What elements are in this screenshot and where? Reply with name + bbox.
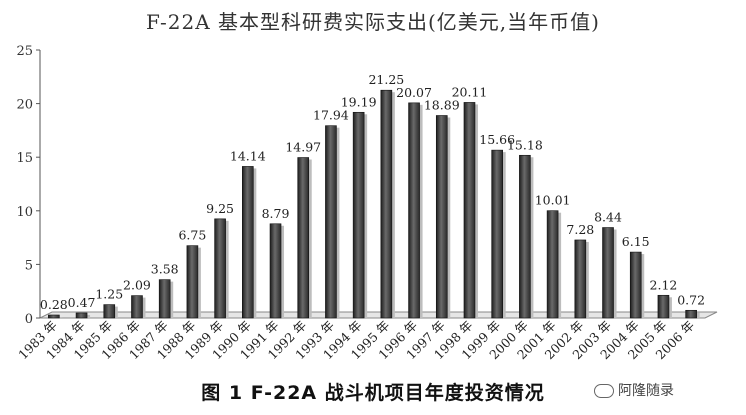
y-tick-label: 10: [16, 205, 33, 220]
figure-caption: 图 1 F-22A 战斗机项目年度投资情况: [201, 382, 545, 404]
bar: [491, 149, 503, 319]
data-label: 17.94: [313, 108, 349, 123]
bar: [546, 210, 559, 319]
data-label: 1.25: [95, 287, 123, 302]
bar: [408, 102, 420, 319]
data-label: 2.12: [650, 277, 678, 292]
bar: [158, 279, 171, 319]
bar: [352, 111, 365, 319]
bar: [657, 294, 670, 319]
chart-title: F-22A 基本型科研费实际支出(亿美元,当年币值): [146, 10, 600, 34]
data-label: 6.75: [178, 228, 206, 243]
data-label: 7.28: [566, 222, 594, 237]
data-label: 0.47: [68, 295, 96, 310]
bar: [519, 154, 531, 319]
data-label: 8.44: [594, 210, 622, 225]
bar: [685, 309, 697, 319]
bar: [214, 218, 226, 319]
y-tick-label: 5: [25, 258, 33, 273]
watermark: 阿隆随录: [594, 380, 674, 400]
data-label: 10.01: [535, 193, 571, 208]
bar: [380, 89, 393, 319]
bar: [629, 251, 642, 319]
bar: [297, 157, 310, 319]
bar: [103, 304, 116, 319]
bar: [435, 115, 448, 319]
wechat-icon: [594, 384, 614, 398]
data-label: 18.89: [424, 97, 460, 112]
data-label: 20.11: [452, 84, 488, 99]
data-label: 19.19: [341, 94, 377, 109]
bar: [186, 245, 199, 319]
data-label: 8.79: [262, 206, 290, 221]
data-label: 15.66: [479, 132, 515, 147]
bar: [242, 166, 254, 319]
data-label: 0.28: [40, 297, 68, 312]
bar: [131, 295, 143, 319]
y-tick-label: 25: [16, 44, 33, 59]
y-tick-label: 15: [16, 151, 33, 166]
data-label: 3.58: [151, 262, 179, 277]
data-label: 15.18: [507, 137, 543, 152]
data-label: 14.97: [285, 140, 321, 155]
data-label: 9.25: [206, 201, 234, 216]
data-label: 14.14: [230, 148, 266, 163]
bar: [602, 227, 614, 319]
watermark-text: 阿隆随录: [618, 383, 674, 399]
y-tick-label: 0: [25, 312, 33, 327]
bar: [48, 314, 60, 319]
bar: [75, 312, 88, 319]
bar: [325, 125, 337, 319]
y-tick-label: 20: [16, 98, 33, 113]
data-label: 2.09: [123, 278, 151, 293]
data-label: 6.15: [622, 234, 650, 249]
bar: [574, 239, 587, 319]
bar: [463, 102, 476, 319]
data-label: 20.07: [396, 85, 432, 100]
data-label: 0.72: [677, 292, 705, 307]
bar: [269, 223, 282, 319]
data-label: 21.25: [368, 72, 404, 87]
